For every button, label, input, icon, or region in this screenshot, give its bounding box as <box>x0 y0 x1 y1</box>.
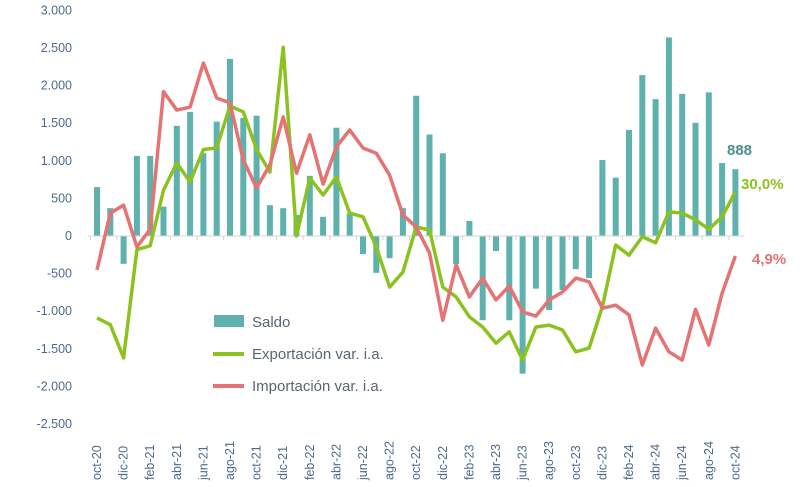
x-tick-label: dic-20 <box>117 446 131 480</box>
bar-saldo <box>266 205 273 236</box>
bar-saldo <box>133 155 140 236</box>
bar-saldo <box>253 115 260 236</box>
bar-saldo <box>200 153 207 236</box>
bar-saldo <box>639 75 646 237</box>
bar-saldo <box>612 177 619 236</box>
x-tick-label: ago-22 <box>383 441 397 480</box>
bar-saldo <box>360 236 366 255</box>
bar-saldo <box>120 236 127 264</box>
bar-saldo <box>493 236 499 252</box>
x-tick-label: oct-24 <box>728 445 742 480</box>
x-tick-label: feb-23 <box>462 445 476 480</box>
legend-saldo-label: Saldo <box>252 314 290 331</box>
lines <box>95 45 738 367</box>
bar-saldo <box>679 93 686 236</box>
bar-saldo <box>586 236 593 279</box>
x-tick-label: oct-20 <box>90 445 104 480</box>
legend: Saldo Exportación var. i.a. Importación … <box>213 314 384 395</box>
y-tick-label: -1.500 <box>37 342 72 356</box>
bar-saldo <box>572 236 579 270</box>
y-tick-label: -1.000 <box>37 304 72 318</box>
saldo-end-label: 888 <box>727 142 752 159</box>
y-tick-label: 0 <box>65 229 72 243</box>
bar-saldo <box>453 236 460 265</box>
bar-saldo <box>240 117 247 236</box>
x-tick-label: jun-22 <box>356 445 370 481</box>
legend-saldo-swatch <box>214 315 244 327</box>
bar-saldo <box>94 187 100 236</box>
x-axis: oct-20 dic-20 feb-21 abr-21 jun-21 ago-21 oct-… <box>89 236 742 481</box>
bar-saldo <box>519 236 526 374</box>
bar-saldo <box>386 236 393 259</box>
x-tick-label: jun-23 <box>516 445 530 481</box>
bar-saldo <box>187 111 194 236</box>
bar-saldo <box>399 208 406 236</box>
x-tick-label: dic-22 <box>436 446 450 480</box>
bar-saldo <box>373 236 380 273</box>
bar-saldo <box>439 153 446 236</box>
bar-saldo <box>213 121 220 236</box>
x-tick-label: abr-24 <box>649 444 663 480</box>
bar-saldo <box>559 236 566 291</box>
line-importacion <box>95 61 738 367</box>
bar-saldo <box>719 163 726 236</box>
y-tick-label: 2.500 <box>41 41 72 55</box>
bar-saldo <box>426 134 433 236</box>
y-tick-label: -500 <box>47 267 72 281</box>
x-tick-label: ago-23 <box>542 441 556 480</box>
bar-saldo <box>160 206 167 236</box>
bar-saldo <box>227 58 233 237</box>
x-tick-label: dic-23 <box>595 446 609 480</box>
x-tick-label: abr-21 <box>170 444 184 480</box>
x-tick-label: dic-21 <box>276 446 290 480</box>
bar-saldo <box>173 125 180 236</box>
x-tick-label: abr-22 <box>329 444 343 480</box>
x-tick-label: feb-24 <box>622 445 636 480</box>
legend-export-label: Exportación var. i.a. <box>252 346 384 363</box>
bar-saldo <box>413 95 420 236</box>
bar-saldo <box>346 213 353 236</box>
y-tick-label: 3.000 <box>41 3 72 17</box>
y-tick-label: 500 <box>51 191 72 205</box>
x-tick-label: jun-24 <box>675 445 689 481</box>
y-axis: 3.000 2.500 2.000 1.500 1.000 500 0 -500 -1.000 -… <box>37 3 73 431</box>
x-tick-label: oct-21 <box>250 445 264 480</box>
bar-saldo <box>546 236 553 311</box>
bar-saldo <box>599 160 606 236</box>
bar-saldo <box>466 220 473 236</box>
bar-saldo <box>705 92 712 236</box>
x-tick-label: abr-23 <box>489 444 503 480</box>
bar-saldo <box>306 175 313 236</box>
bar-saldo <box>506 236 513 321</box>
y-tick-label: 1.500 <box>41 116 72 130</box>
y-tick-label: 1.000 <box>41 154 72 168</box>
bar-saldo <box>652 99 659 236</box>
bar-saldo <box>532 236 539 289</box>
x-tick-label: jun-21 <box>196 445 210 481</box>
bar-saldo <box>280 208 287 236</box>
x-tick-label: ago-24 <box>702 441 716 480</box>
x-tick-label: feb-22 <box>303 445 317 480</box>
y-tick-label: 2.000 <box>41 79 72 93</box>
export-end-label: 30,0% <box>741 176 784 193</box>
bar-saldo <box>626 129 632 236</box>
x-tick-label: oct-22 <box>409 445 423 480</box>
x-tick-label: feb-21 <box>143 445 157 480</box>
x-tick-label: ago-21 <box>223 441 237 480</box>
bar-saldo <box>732 169 739 236</box>
y-tick-label: -2.500 <box>37 417 72 431</box>
legend-import-label: Importación var. i.a. <box>252 378 383 395</box>
end-labels: 888 30,0% 4,9% <box>727 142 786 268</box>
bars-saldo <box>94 37 739 374</box>
bar-saldo <box>107 208 114 236</box>
bar-saldo <box>320 216 327 236</box>
bar-saldo <box>665 37 672 236</box>
bar-saldo <box>147 155 154 236</box>
y-tick-label: -2.000 <box>37 379 72 393</box>
bar-saldo <box>692 122 699 236</box>
import-end-label: 4,9% <box>752 251 786 268</box>
x-tick-label: oct-23 <box>569 445 583 480</box>
